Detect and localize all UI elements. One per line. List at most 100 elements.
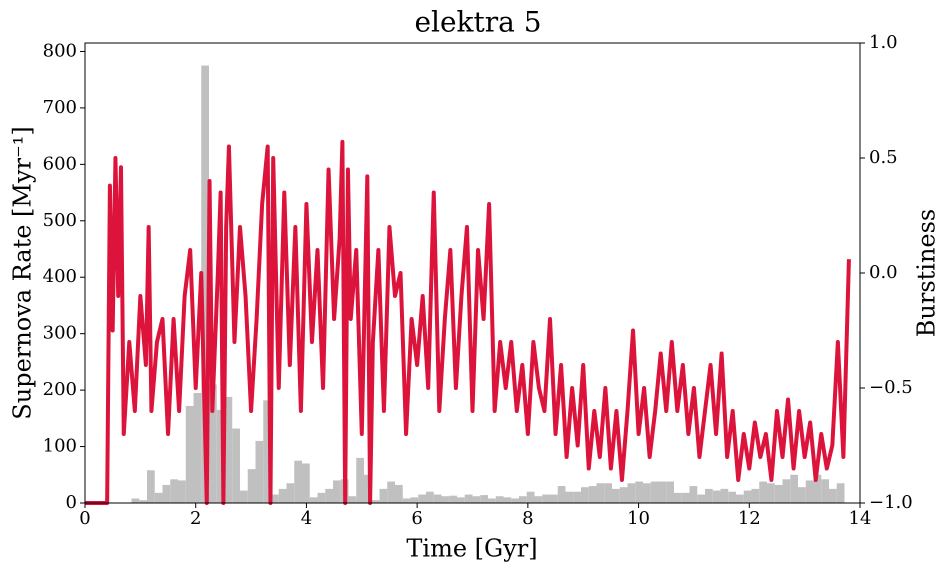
- histogram-bar: [650, 481, 659, 503]
- x-tick-label: 6: [411, 508, 422, 529]
- histogram-bar: [371, 500, 380, 503]
- histogram-bar: [402, 498, 411, 503]
- histogram-bar: [379, 488, 388, 503]
- histogram-bar: [581, 487, 589, 503]
- histogram-bar: [387, 481, 395, 503]
- histogram-bar: [821, 479, 829, 503]
- histogram-bar: [720, 488, 729, 503]
- y-tick-label: 700: [43, 97, 77, 118]
- histogram-bar: [309, 497, 318, 503]
- histogram-bar: [170, 479, 178, 503]
- histogram-bar: [433, 494, 442, 503]
- histogram-bar: [317, 492, 326, 503]
- histogram-bar: [333, 480, 341, 503]
- y2-axis-label: Burstiness: [913, 209, 941, 338]
- histogram-bar: [736, 494, 744, 503]
- x-tick-label: 0: [79, 508, 90, 529]
- histogram-bar: [457, 497, 465, 503]
- histogram-bar: [681, 492, 690, 503]
- histogram-bar: [743, 490, 752, 503]
- histogram-bar: [395, 484, 403, 503]
- histogram-bar: [302, 463, 310, 503]
- histogram-bar: [751, 488, 760, 503]
- histogram-bar: [325, 488, 333, 503]
- histogram-bar: [643, 483, 651, 503]
- histogram-bar: [418, 494, 426, 503]
- x-tick-label: 8: [522, 508, 533, 529]
- y2-tick-label: 1.0: [869, 32, 898, 53]
- x-tick-label: 14: [849, 508, 872, 529]
- histogram-bar: [464, 494, 473, 503]
- histogram-bar: [782, 479, 791, 503]
- y-tick-label: 200: [43, 379, 77, 400]
- histogram-bar: [705, 488, 713, 503]
- y-tick-label: 800: [43, 40, 77, 61]
- histogram-bar: [224, 396, 233, 503]
- histogram-bar: [178, 480, 186, 503]
- histogram-bar: [232, 428, 240, 503]
- y2-tick-label: 0.0: [869, 262, 898, 283]
- histogram-bar: [658, 481, 667, 503]
- y-axis-label: Supernova Rate [Myr⁻¹]: [9, 126, 37, 419]
- histogram-bar: [557, 486, 566, 503]
- histogram-bar: [364, 474, 372, 503]
- histogram-bar: [619, 487, 628, 503]
- histogram-bar: [271, 494, 279, 503]
- histogram-bar: [573, 491, 581, 503]
- histogram-bar: [635, 481, 643, 503]
- histogram-bar: [426, 491, 434, 503]
- histogram-bar: [542, 494, 550, 503]
- x-axis-label: Time [Gyr]: [406, 535, 537, 563]
- y2-tick-label: 0.5: [869, 147, 898, 168]
- x-tick-label: 12: [738, 508, 761, 529]
- histogram-bar: [689, 486, 698, 503]
- y-tick-label: 500: [43, 210, 77, 231]
- histogram-bar: [247, 469, 256, 503]
- histogram-bar: [495, 496, 504, 503]
- histogram-bar: [209, 384, 217, 503]
- histogram-bar: [829, 488, 837, 503]
- histogram-bar: [147, 470, 155, 503]
- histogram-bar: [511, 498, 519, 503]
- histogram-bar: [201, 65, 209, 503]
- histogram-bar: [263, 400, 271, 503]
- histogram-bar: [565, 491, 574, 503]
- histogram-bar: [240, 490, 248, 503]
- histogram-bar: [550, 494, 558, 503]
- y2-tick-label: −0.5: [869, 377, 913, 398]
- chart-title: elektra 5: [414, 6, 541, 39]
- y2-tick-label: −1.0: [869, 492, 913, 513]
- histogram-bar: [697, 494, 705, 503]
- burstiness-line: [85, 139, 851, 505]
- histogram-bar: [666, 481, 674, 503]
- histogram-bar: [774, 484, 783, 503]
- histogram-bar: [813, 474, 822, 503]
- histogram-bar: [278, 488, 287, 503]
- histogram-bar: [612, 488, 620, 503]
- histogram-bar: [588, 486, 597, 503]
- x-tick-label: 4: [301, 508, 312, 529]
- histogram-bar: [596, 483, 605, 503]
- histogram-bar: [526, 491, 535, 503]
- histogram-bar: [767, 483, 775, 503]
- histogram-bar: [449, 495, 457, 503]
- histogram-bar: [348, 496, 357, 503]
- y-tick-label: 100: [43, 436, 77, 457]
- histogram-bar: [798, 487, 806, 503]
- histogram-bar: [294, 460, 302, 503]
- histogram-bar: [674, 492, 682, 503]
- histogram-bar: [472, 496, 481, 503]
- histogram-bar: [712, 490, 721, 503]
- histogram-bar: [805, 480, 814, 503]
- histogram-bar: [728, 491, 736, 503]
- histogram-bar: [503, 497, 512, 503]
- histogram-bar: [480, 495, 488, 503]
- histogram-bar: [216, 409, 225, 503]
- histogram-bar: [255, 440, 264, 503]
- histogram-bar: [759, 481, 767, 503]
- y-tick-label: 0: [66, 492, 77, 513]
- histogram-bar: [185, 405, 194, 503]
- histogram-bar: [410, 497, 419, 503]
- histogram-bar: [162, 484, 171, 503]
